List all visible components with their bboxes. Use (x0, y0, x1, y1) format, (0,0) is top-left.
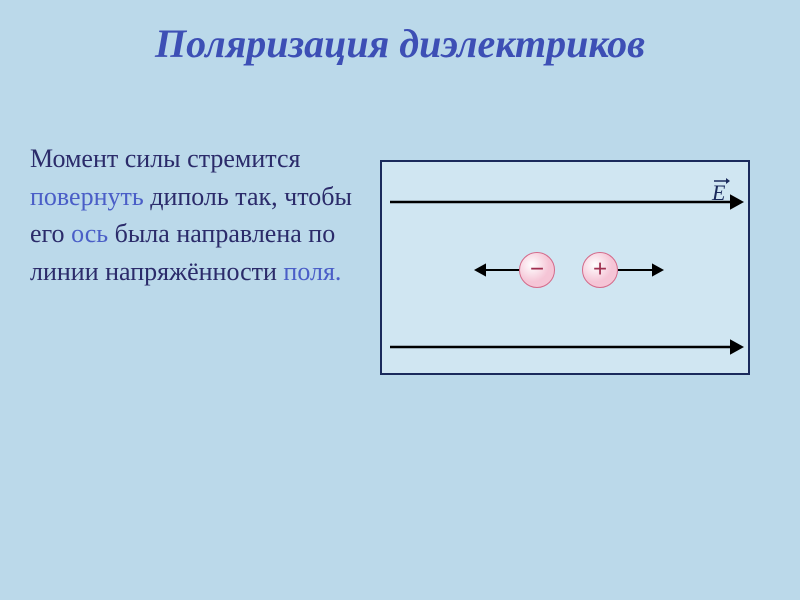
diagram-box: − + E (380, 160, 750, 375)
text-word: стремится (187, 144, 300, 173)
field-label-text: E (712, 180, 725, 205)
text-word: поля. (283, 257, 341, 286)
diagram-inner: − + E (382, 162, 748, 373)
slide: Поляризация диэлектриков Момент силы стр… (0, 0, 800, 600)
slide-title: Поляризация диэлектриков (0, 0, 800, 77)
plus-sign: + (593, 257, 607, 282)
minus-sign: − (530, 257, 544, 282)
text-word: была направлена (115, 219, 302, 248)
text-word: напряжённости (105, 257, 277, 286)
charge-positive: + (582, 252, 618, 288)
text-word: Момент силы (30, 144, 181, 173)
text-word: диполь (150, 182, 229, 211)
dipole-right-arrow (382, 162, 752, 377)
text-word: ось (71, 219, 108, 248)
body-text: Момент силы стремится повернуть диполь т… (30, 140, 360, 291)
charge-negative: − (519, 252, 555, 288)
field-label-e: E (712, 180, 725, 206)
text-word: повернуть (30, 182, 144, 211)
